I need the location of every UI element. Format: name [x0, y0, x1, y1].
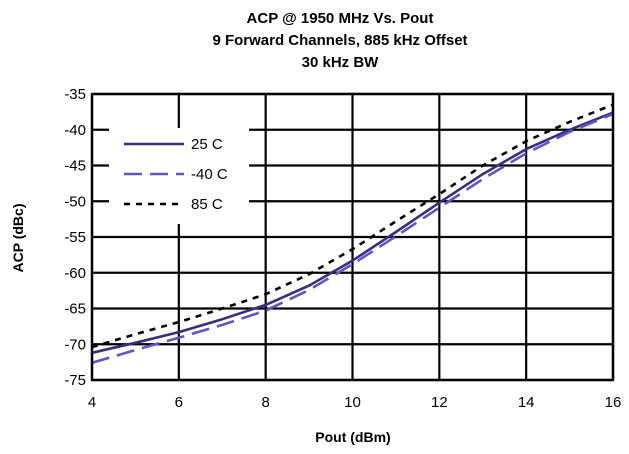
- x-tick-label-4: 12: [431, 394, 448, 411]
- x-tick-label-6: 16: [605, 394, 622, 411]
- legend: 25 C -40 C 85 C: [109, 128, 249, 224]
- legend-label-0: 25 C: [191, 136, 223, 153]
- y-tick-label-8: -75: [64, 372, 86, 389]
- x-axis-label: Pout (dBm): [315, 429, 390, 445]
- chart-title-line-1: ACP @ 1950 MHz Vs. Pout: [247, 10, 434, 27]
- y-tick-label-6: -65: [64, 301, 86, 318]
- series-line-0: [91, 111, 614, 355]
- y-tick-label-7: -70: [64, 336, 86, 353]
- legend-label-1: -40 C: [191, 166, 228, 183]
- y-tick-label-2: -45: [64, 158, 86, 175]
- plot-border: [90, 92, 615, 382]
- y-axis-label: ACP (dBc): [10, 204, 26, 273]
- x-tick-labels: 4 6 8 10 12 14 16: [88, 394, 622, 411]
- chart-title: ACP @ 1950 MHz Vs. Pout 9 Forward Channe…: [212, 10, 467, 71]
- x-tick-label-3: 10: [344, 394, 361, 411]
- y-tick-label-1: -40: [64, 122, 86, 139]
- chart-title-line-2: 9 Forward Channels, 885 kHz Offset: [212, 32, 467, 49]
- series-layer: [91, 103, 614, 365]
- series-line-2: [91, 103, 614, 349]
- y-tick-label-4: -55: [64, 229, 86, 246]
- x-tick-label-5: 14: [518, 394, 535, 411]
- x-tick-label-0: 4: [88, 394, 96, 411]
- x-tick-label-1: 6: [175, 394, 183, 411]
- plot-frame: [90, 92, 615, 382]
- legend-label-2: 85 C: [191, 196, 223, 213]
- x-tick-label-2: 8: [261, 394, 269, 411]
- legend-box: [109, 128, 249, 224]
- series-line-1: [91, 112, 614, 365]
- y-tick-labels: -35 -40 -45 -50 -55 -60 -65 -70 -75: [64, 86, 86, 389]
- y-tick-label-3: -50: [64, 193, 86, 210]
- chart-title-line-3: 30 kHz BW: [302, 54, 380, 71]
- y-tick-label-0: -35: [64, 86, 86, 103]
- y-tick-label-5: -60: [64, 265, 86, 282]
